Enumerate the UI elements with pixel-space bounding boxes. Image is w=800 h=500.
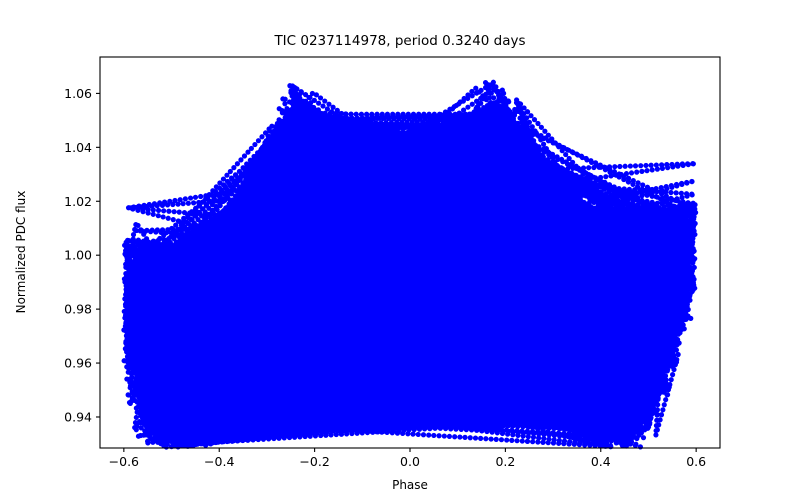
x-tick-label: −0.2 xyxy=(299,454,329,469)
y-tick-label: 1.04 xyxy=(64,140,92,155)
y-tick-label: 0.98 xyxy=(64,302,92,317)
scatter-series-phase-folded-flux xyxy=(114,76,704,455)
y-tick-label: 1.00 xyxy=(64,248,92,263)
x-axis-label: Phase xyxy=(392,478,428,492)
y-axis-label: Normalized PDC flux xyxy=(14,191,28,314)
x-tick-label: 0.2 xyxy=(495,454,515,469)
x-tick-label: 0.6 xyxy=(686,454,706,469)
x-axis-ticks: −0.6 −0.4 −0.2 0.0 0.2 0.4 0.6 xyxy=(109,448,706,469)
y-tick-label: 0.94 xyxy=(64,409,92,424)
page-title: TIC 0237114978, period 0.3240 days xyxy=(274,33,526,49)
y-tick-label: 1.02 xyxy=(64,194,92,209)
x-tick-label: −0.4 xyxy=(204,454,234,469)
y-axis-ticks: 0.94 0.96 0.98 1.00 1.02 1.04 1.06 xyxy=(64,86,100,424)
y-tick-label: 0.96 xyxy=(64,356,92,371)
y-tick-label: 1.06 xyxy=(64,86,92,101)
x-tick-label: 0.0 xyxy=(400,454,420,469)
x-tick-label: −0.6 xyxy=(109,454,139,469)
x-tick-label: 0.4 xyxy=(591,454,611,469)
